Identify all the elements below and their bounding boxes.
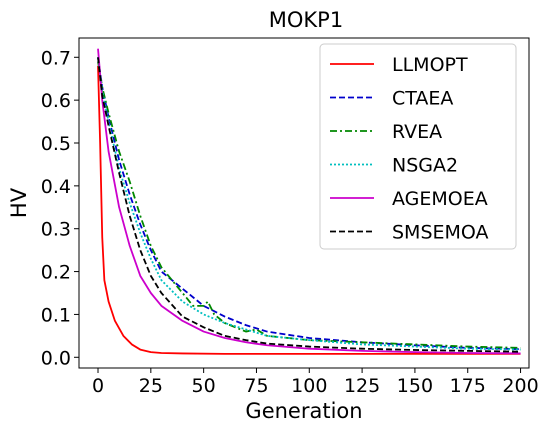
x-axis-label: Generation (245, 399, 362, 423)
y-tick-label: 0.6 (41, 90, 71, 112)
x-tick-label: 0 (92, 375, 104, 397)
x-tick-label: 100 (291, 375, 327, 397)
x-tick-label: 200 (502, 375, 538, 397)
x-tick-label: 75 (244, 375, 268, 397)
series-line-smsemoa (97, 57, 521, 353)
plot-frame (78, 37, 530, 369)
axis-ticks: 0 25 50 75 100 125 150 175 200 0.0 0.1 0.2 0.3 0.4 0.5… (41, 47, 539, 397)
y-tick-label: 0.2 (41, 262, 71, 284)
series-line-agemoea (97, 48, 521, 355)
series-lines (97, 48, 521, 355)
legend: LLMOPT CTAEA RVEA NSGA2 AGEMOEA SMSEMOA (319, 43, 517, 250)
x-tick-label: 175 (450, 375, 486, 397)
x-tick-label: 50 (192, 375, 216, 397)
chart-title: MOKP1 (269, 8, 343, 32)
y-tick-label: 0.7 (41, 47, 71, 69)
x-tick-label: 25 (139, 375, 163, 397)
y-tick-label: 0.0 (41, 347, 71, 369)
legend-label: LLMOPT (392, 54, 468, 76)
y-tick-label: 0.3 (41, 219, 71, 241)
x-tick-label: 125 (344, 375, 380, 397)
legend-label: RVEA (392, 121, 442, 143)
y-tick-label: 0.4 (41, 176, 71, 198)
x-tick-label: 150 (397, 375, 433, 397)
legend-label: AGEMOEA (392, 188, 488, 210)
legend-label: CTAEA (392, 88, 453, 110)
legend-label: SMSEMOA (392, 222, 489, 244)
y-tick-label: 0.5 (41, 133, 71, 155)
series-line-nsga2 (97, 57, 521, 351)
series-line-llmopt (97, 65, 521, 355)
y-axis-label: HV (7, 187, 31, 218)
legend-label: NSGA2 (392, 155, 458, 177)
y-tick-label: 0.1 (41, 304, 71, 326)
